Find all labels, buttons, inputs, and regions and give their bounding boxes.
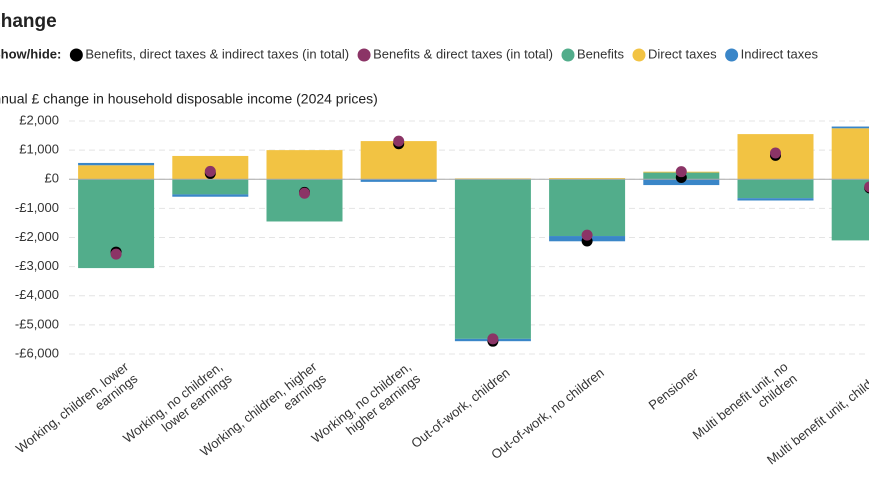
point <box>204 165 216 177</box>
bar <box>266 150 343 180</box>
axis-title: Annual £ change in household disposable … <box>0 91 378 107</box>
bar <box>549 179 626 237</box>
legend-swatch[interactable] <box>357 48 371 62</box>
legend-label[interactable]: Direct taxes <box>648 46 717 61</box>
point <box>770 147 781 159</box>
y-tick-label: -£4,000 <box>15 287 59 302</box>
point <box>864 181 869 193</box>
point <box>581 229 593 241</box>
point <box>675 166 687 178</box>
bar <box>172 194 249 197</box>
bar <box>737 179 814 199</box>
x-tick-label: Out-of-work, children <box>409 365 513 451</box>
x-tick-group: Pensioner <box>646 365 702 413</box>
legend-label[interactable]: Indirect taxes <box>741 46 819 61</box>
y-tick-label: -£1,000 <box>15 200 59 215</box>
point <box>299 187 310 199</box>
legend-swatch[interactable] <box>561 48 575 62</box>
bar <box>549 178 626 180</box>
legend-swatch[interactable] <box>725 48 739 62</box>
legend-label[interactable]: Benefits, direct taxes & indirect taxes … <box>85 46 349 61</box>
bar <box>831 126 869 129</box>
point <box>110 248 122 260</box>
legend-prefix: Show/hide: <box>0 46 61 61</box>
bar <box>360 179 437 182</box>
x-tick-label: Pensioner <box>646 365 702 413</box>
chart-title: Change <box>0 11 57 32</box>
bar <box>737 198 814 201</box>
bar <box>172 179 249 195</box>
x-tick-label: Working, children, lowerearnings <box>13 359 141 468</box>
bar <box>78 165 155 180</box>
y-tick-label: -£2,000 <box>15 229 59 244</box>
bar <box>831 128 869 180</box>
y-tick-label: -£3,000 <box>15 258 59 273</box>
legend-label[interactable]: Benefits <box>577 46 624 61</box>
x-tick-group: Working, no children,higher earnings <box>309 359 424 458</box>
y-tick-label: £1,000 <box>19 142 59 157</box>
x-tick-label: Working, no children,higher earnings <box>309 359 424 458</box>
x-tick-group: Out-of-work, children <box>409 365 513 451</box>
bar <box>454 179 531 339</box>
legend-swatch[interactable] <box>632 48 646 62</box>
legend-swatch[interactable] <box>69 48 83 62</box>
bar <box>266 179 343 222</box>
y-tick-label: -£5,000 <box>15 316 59 331</box>
bar <box>831 179 869 241</box>
point <box>487 333 499 345</box>
legend-label[interactable]: Benefits & direct taxes (in total) <box>373 46 553 61</box>
x-tick-group: Working, children, lowerearnings <box>13 359 141 468</box>
y-tick-label: £2,000 <box>19 112 59 127</box>
y-tick-label: -£6,000 <box>15 345 59 360</box>
bar <box>78 162 155 166</box>
y-tick-label: £0 <box>45 171 59 186</box>
point <box>393 135 405 147</box>
